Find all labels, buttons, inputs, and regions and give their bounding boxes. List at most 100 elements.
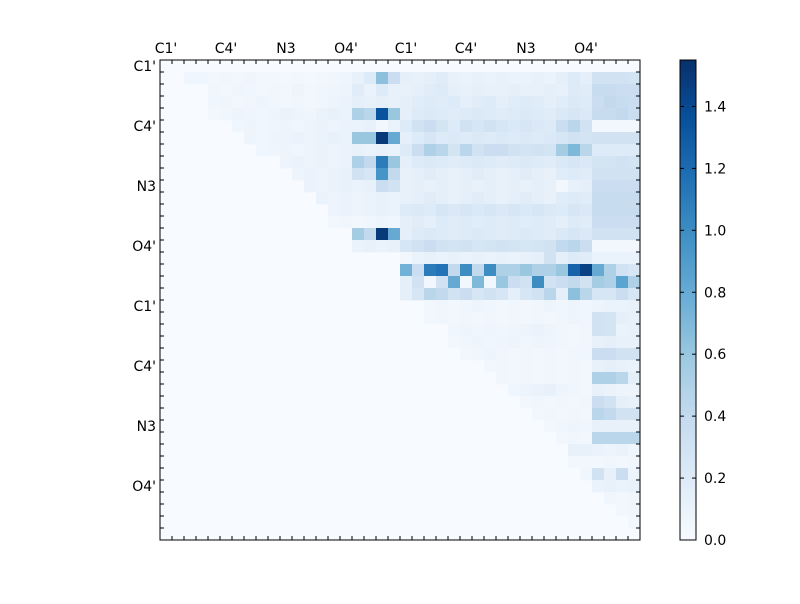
heatmap-cell (568, 360, 581, 373)
heatmap-cell (520, 348, 533, 361)
heatmap-cell (328, 132, 341, 145)
heatmap-cell (508, 120, 521, 133)
heatmap-cell (400, 132, 413, 145)
heatmap-cell (400, 252, 413, 265)
heatmap-cell (328, 96, 341, 109)
heatmap-cell (496, 120, 509, 133)
heatmap-cell (628, 348, 641, 361)
heatmap-cell (628, 408, 641, 421)
heatmap-cell (604, 228, 617, 241)
heatmap-cell (544, 144, 557, 157)
heatmap-cell (604, 192, 617, 205)
heatmap-cell (340, 96, 353, 109)
heatmap-cell (400, 168, 413, 181)
heatmap-cell (568, 336, 581, 349)
heatmap-cell (352, 204, 365, 217)
heatmap-cell (628, 312, 641, 325)
heatmap-cell (388, 144, 401, 157)
x-tick-label: C1' (155, 41, 178, 57)
heatmap-cell (208, 108, 221, 121)
heatmap-cell (592, 120, 605, 133)
heatmap-cell (280, 108, 293, 121)
heatmap-cell (556, 336, 569, 349)
heatmap-cell (592, 204, 605, 217)
heatmap-cell (472, 300, 485, 313)
heatmap-cell (472, 180, 485, 193)
heatmap-cell (340, 156, 353, 169)
heatmap-cell (448, 312, 461, 325)
heatmap-cell (484, 192, 497, 205)
heatmap-cell (316, 192, 329, 205)
heatmap-cell (628, 204, 641, 217)
heatmap-cell (496, 72, 509, 85)
heatmap-cell (568, 216, 581, 229)
heatmap-cell (508, 132, 521, 145)
heatmap-cell (628, 444, 641, 457)
heatmap-cell (580, 264, 593, 277)
heatmap-cell (532, 288, 545, 301)
heatmap-cell (448, 264, 461, 277)
heatmap-cell (424, 216, 437, 229)
heatmap-cell (460, 228, 473, 241)
heatmap-cell (460, 72, 473, 85)
colorbar-tick-label: 1.0 (704, 223, 726, 239)
heatmap-cell (580, 444, 593, 457)
heatmap-cell (376, 216, 389, 229)
heatmap-cell (316, 168, 329, 181)
heatmap-cell (304, 144, 317, 157)
heatmap-cell (532, 192, 545, 205)
heatmap-cell (304, 84, 317, 97)
heatmap-cell (544, 228, 557, 241)
heatmap-cell (496, 252, 509, 265)
heatmap-cell (256, 120, 269, 133)
colorbar-ticks: 0.0 0.2 0.4 0.6 0.8 1.0 1.2 1.4 (680, 99, 726, 549)
heatmap-cell (364, 84, 377, 97)
heatmap-cell (424, 288, 437, 301)
heatmap-cell (340, 120, 353, 133)
heatmap-cell (448, 120, 461, 133)
heatmap-cell (400, 108, 413, 121)
heatmap-cell (376, 228, 389, 241)
heatmap-cell (352, 132, 365, 145)
heatmap-cell (520, 360, 533, 373)
heatmap-cell (412, 276, 425, 289)
heatmap-cell (472, 264, 485, 277)
heatmap-cell (412, 84, 425, 97)
heatmap-cell (412, 264, 425, 277)
heatmap-cell (592, 360, 605, 373)
heatmap-cell (532, 132, 545, 145)
heatmap-cell (556, 168, 569, 181)
heatmap-cell (604, 468, 617, 481)
heatmap-cell (496, 360, 509, 373)
heatmap-cell (556, 228, 569, 241)
heatmap-cell (604, 300, 617, 313)
heatmap-cell (628, 396, 641, 409)
heatmap-cell (592, 480, 605, 493)
heatmap-cell (484, 156, 497, 169)
heatmap-cell (508, 96, 521, 109)
heatmap-cell (544, 108, 557, 121)
heatmap-cell (292, 84, 305, 97)
heatmap-cell (460, 192, 473, 205)
heatmap-cell (568, 192, 581, 205)
heatmap-cell (520, 216, 533, 229)
heatmap-cell (604, 168, 617, 181)
heatmap-cell (484, 216, 497, 229)
heatmap-cell (460, 132, 473, 145)
heatmap-cell (556, 312, 569, 325)
heatmap-cell (304, 72, 317, 85)
heatmap-cell (628, 264, 641, 277)
heatmap-cell (484, 312, 497, 325)
heatmap-cell (532, 240, 545, 253)
heatmap-cell (496, 240, 509, 253)
heatmap-cell (580, 348, 593, 361)
heatmap-cell (460, 168, 473, 181)
heatmap-cell (484, 300, 497, 313)
heatmap-cell (460, 252, 473, 265)
heatmap-cell (520, 288, 533, 301)
heatmap-cell (496, 96, 509, 109)
heatmap-cell (532, 300, 545, 313)
heatmap-cell (616, 444, 629, 457)
heatmap-cell (592, 168, 605, 181)
heatmap-cell (592, 144, 605, 157)
